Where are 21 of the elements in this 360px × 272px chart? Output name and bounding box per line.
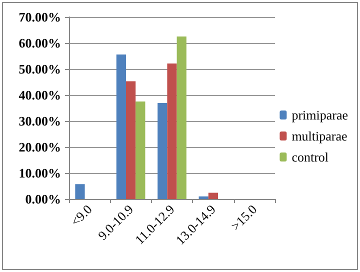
y-tick-label: 30.00% [18,114,61,128]
y-tick-label: 10.00% [18,166,61,180]
y-tick-label: 0.00% [25,192,61,206]
bar [176,36,186,199]
bar [198,196,208,199]
bar [116,54,126,199]
bar [208,192,218,199]
x-tick-label: <9.0 [68,202,95,229]
bar [136,102,146,199]
y-tick-label: 40.00% [18,88,61,102]
bar [126,81,136,199]
y-tick-label: 50.00% [18,62,61,76]
legend-label: multiparae [292,128,348,144]
bar [158,103,168,199]
bar [75,184,85,199]
y-tick-label: 20.00% [18,140,61,154]
y-tick-label: 60.00% [18,36,61,50]
bar [167,64,177,199]
legend-label: control [292,150,329,164]
y-tick-label: 70.00% [18,10,61,24]
legend-label: primiparae [292,108,348,122]
